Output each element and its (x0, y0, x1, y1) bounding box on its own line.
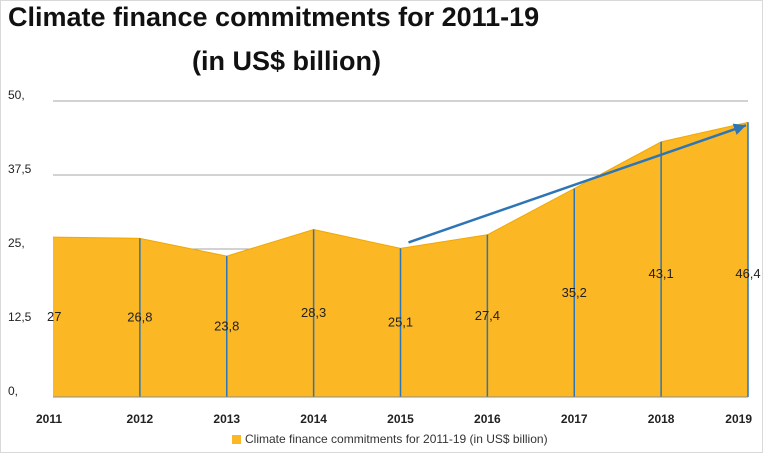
data-label: 35,2 (562, 285, 587, 300)
x-tick-label: 2015 (387, 412, 414, 426)
y-tick-label: 12,5 (8, 310, 32, 324)
data-label: 26,8 (127, 310, 152, 325)
trend-arrow-head (732, 123, 746, 135)
data-label: 43,1 (648, 266, 673, 281)
data-label: 27 (47, 309, 61, 324)
y-tick-label: 50, (8, 88, 25, 102)
data-label: 23,8 (214, 319, 239, 334)
data-label: 46,4 (735, 266, 760, 281)
legend[interactable]: Climate finance commitments for 2011-19 … (232, 432, 548, 446)
y-tick-label: 0, (8, 384, 18, 398)
chart-subtitle: (in US$ billion) (192, 46, 381, 76)
y-tick-label: 37,5 (8, 162, 32, 176)
trend-arrow-line (408, 124, 747, 244)
x-tick-label: 2019 (725, 412, 752, 426)
x-tick-label: 2013 (213, 412, 240, 426)
legend-swatch (232, 434, 241, 444)
x-tick-label: 2018 (648, 412, 675, 426)
x-tick-label: 2014 (300, 412, 327, 426)
chart-title: Climate finance commitments for 2011-19 (8, 2, 540, 32)
x-tick-label: 2012 (127, 412, 154, 426)
legend-label: Climate finance commitments for 2011-19 … (245, 432, 548, 446)
x-tick-label: 2011 (36, 412, 62, 426)
x-tick-label: 2016 (474, 412, 501, 426)
data-label: 28,3 (301, 305, 326, 320)
data-label: 27,4 (475, 308, 500, 323)
y-tick-label: 25, (8, 236, 25, 250)
data-label: 25,1 (388, 315, 413, 330)
x-tick-label: 2017 (561, 412, 588, 426)
